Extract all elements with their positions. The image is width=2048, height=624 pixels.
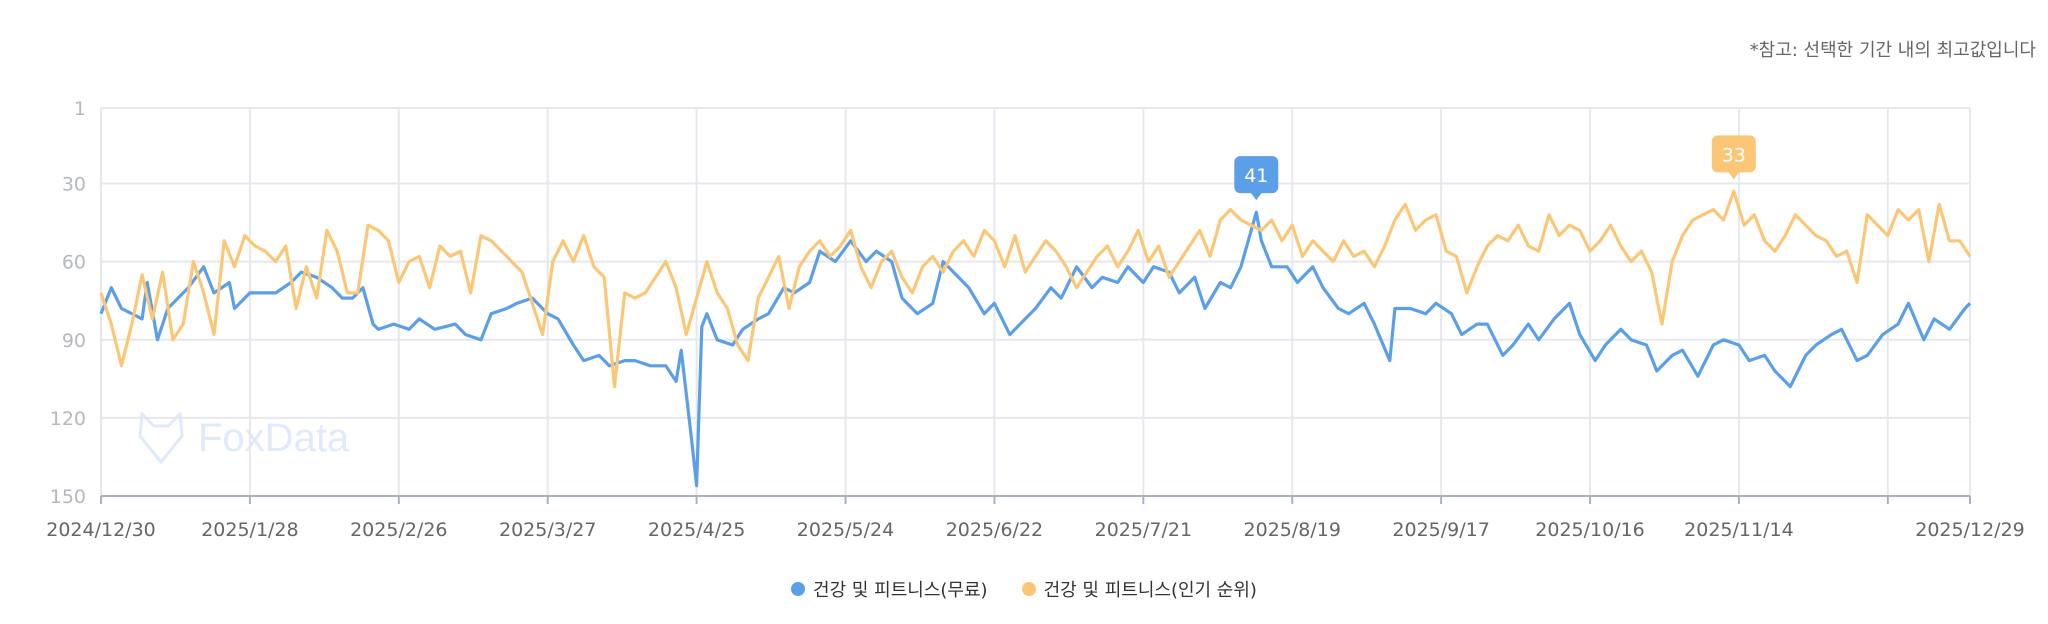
x-tick-label: 2025/1/28 [201,519,298,541]
chart-legend: 건강 및 피트니스(무료) 건강 및 피트니스(인기 순위) [0,576,2048,602]
series-line-popular [99,189,1972,389]
y-tick-label: 1 [74,98,86,120]
x-tick-label: 2025/8/19 [1244,519,1341,541]
x-tick-label: 2025/7/21 [1095,519,1192,541]
x-tick-label: 2025/11/14 [1684,519,1794,541]
legend-label-popular: 건강 및 피트니스(인기 순위) [1043,580,1257,601]
foxdata-watermark: FoxData [138,412,349,464]
legend-dot-popular [1021,582,1036,596]
series-line-free [99,210,1972,488]
peak-badge [1711,135,1756,173]
peak-label: 41 [1244,165,1268,187]
y-tick-label: 30 [62,174,86,196]
x-tick-label: 2025/4/25 [648,519,745,541]
peak-pointer [1250,192,1263,201]
peak-badge [1234,156,1279,194]
x-tick-label: 2025/10/16 [1535,519,1645,541]
x-tick-label: 2025/9/17 [1392,519,1489,541]
legend-label-free: 건강 및 피트니스(무료) [813,580,988,601]
y-tick-label: 150 [50,486,86,508]
x-tick-label: 2025/2/26 [350,519,447,541]
watermark-text: FoxData [198,415,350,460]
y-tick-label: 120 [50,408,86,430]
legend-item-free[interactable]: 건강 및 피트니스(무료) [791,576,988,602]
legend-dot-free [791,582,806,596]
x-tick-label: 2025/12/29 [1915,519,2025,541]
peak-note: *참고: 선택한 기간 내의 최고값입니다 [1749,40,2036,61]
x-tick-label: 2025/5/24 [797,519,894,541]
y-tick-label: 90 [62,330,86,352]
legend-item-popular[interactable]: 건강 및 피트니스(인기 순위) [1021,576,1257,602]
x-tick-label: 2025/3/27 [499,519,596,541]
x-tick-label: 2025/6/22 [946,519,1043,541]
fox-logo-icon [138,412,184,464]
y-tick-label: 60 [62,252,86,274]
x-tick-label: 2024/12/30 [46,519,156,541]
peak-label: 33 [1722,144,1746,166]
peak-pointer [1727,171,1740,180]
